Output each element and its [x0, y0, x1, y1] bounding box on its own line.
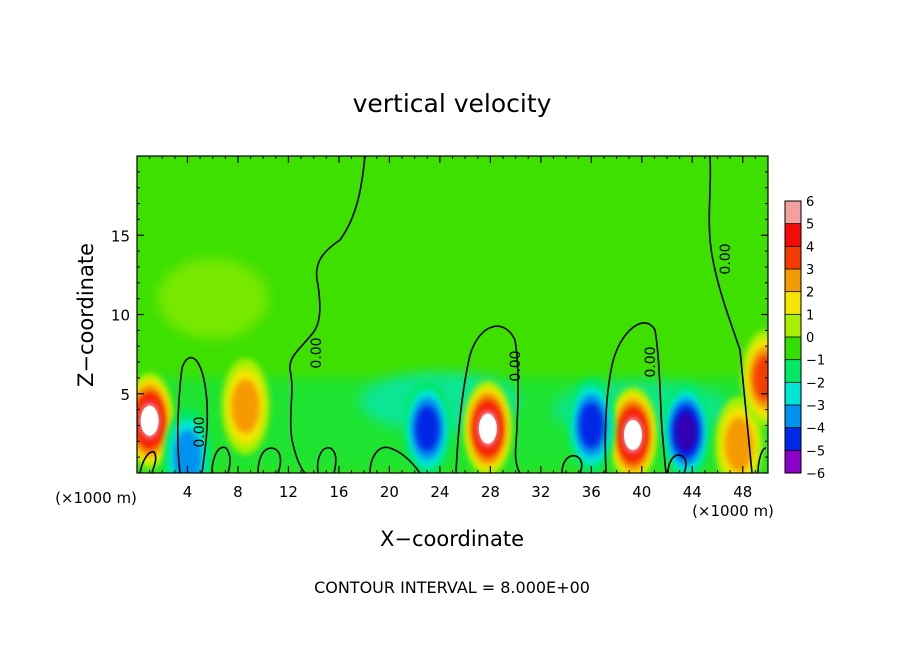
colorbar-label: −6 [806, 467, 825, 482]
colorbar-swatch [785, 314, 801, 337]
colorbar-label: 6 [806, 195, 814, 210]
colorbar-swatch [785, 405, 801, 428]
updraft-cell [741, 329, 768, 426]
colorbar-label: 4 [806, 240, 814, 255]
updraft-cell [221, 358, 270, 455]
x-unit-label-left: (×1000 m) [55, 489, 137, 507]
updraft-cell [463, 380, 512, 473]
updraft-cell [608, 386, 657, 473]
zero-contour-line [667, 454, 687, 473]
y-tick-label: 15 [111, 227, 130, 245]
colorbar-swatch [785, 201, 801, 224]
x-tick-label: 24 [430, 483, 449, 501]
colorbar-swatch [785, 427, 801, 451]
colorbar-label: −3 [806, 399, 825, 414]
colorbar-swatch [785, 223, 801, 247]
x-tick-label: 40 [632, 483, 651, 501]
colorbar-swatch [785, 291, 801, 315]
x-tick-label: 32 [531, 483, 550, 501]
downdraft-cell [567, 377, 616, 473]
colorbar-label: 0 [806, 331, 814, 346]
downdraft-cell [661, 383, 710, 473]
plot-area: 0.00 0.00 0.00 0.00 0.00 [136, 155, 769, 474]
downdraft-cell [403, 380, 452, 473]
y-axis: 5 10 15 [111, 171, 768, 458]
zero-contour-line [369, 446, 421, 473]
x-unit-label-right: (×1000 m) [692, 502, 774, 520]
updraft-level [724, 417, 753, 472]
contour-label: 0.00 [192, 416, 208, 447]
colorbar-swatch [785, 246, 801, 269]
colorbar-legend: 6 5 4 3 2 1 0 −1 −2 −3 −4 −5 −6 [784, 195, 825, 482]
colorbar-swatch [785, 359, 801, 383]
contour-label: 0.00 [718, 243, 734, 274]
colorbar-swatch [785, 450, 801, 473]
x-tick-label: 44 [683, 483, 702, 501]
zero-contour-line [757, 447, 767, 473]
y-tick-label: 5 [120, 386, 130, 404]
x-tick-label: 4 [183, 483, 193, 501]
x-tick-label: 16 [329, 483, 348, 501]
colorbar-swatch [785, 269, 801, 292]
colorbar-label: −1 [806, 354, 825, 369]
zero-contour-line [257, 447, 282, 473]
downdraft-level [675, 411, 697, 452]
downdraft-level [173, 430, 202, 473]
colorbar-label: −4 [806, 422, 825, 437]
contour-label: 0.00 [508, 350, 524, 381]
x-tick-label: 20 [380, 483, 399, 501]
contour-label: 0.00 [643, 346, 659, 377]
colorbar-swatch [785, 382, 801, 405]
colorbar-label: −2 [806, 376, 825, 391]
zero-contour-line [455, 325, 521, 473]
x-tick-label: 36 [582, 483, 601, 501]
colorbar-label: 1 [806, 308, 814, 323]
downdraft-level [415, 405, 440, 452]
zero-contour-line [316, 447, 337, 473]
updraft-core [623, 419, 642, 450]
colorbar-swatch [785, 337, 801, 360]
updraft-level [753, 355, 768, 401]
updraft-level [231, 379, 260, 434]
zero-contour-line [177, 356, 209, 473]
zero-contours [139, 156, 767, 473]
updraft-core [478, 413, 497, 444]
zero-contour-line [708, 156, 753, 473]
x-axis-label: X−coordinate [380, 527, 524, 551]
y-tick-label: 10 [111, 307, 130, 325]
zero-contour-line [289, 156, 366, 473]
contour-label: 0.00 [309, 337, 325, 368]
downdraft-level [579, 402, 604, 449]
colorbar-label: 2 [806, 286, 814, 301]
x-tick-label: 28 [481, 483, 500, 501]
y-axis-label: Z−coordinate [74, 243, 98, 387]
contour-interval-text: CONTOUR INTERVAL = 8.000E+00 [314, 578, 590, 597]
chart-title: vertical velocity [353, 89, 552, 118]
field-band [157, 258, 268, 339]
colorbar-label: −5 [806, 444, 825, 459]
x-tick-label: 12 [279, 483, 298, 501]
x-tick-label: 48 [733, 483, 752, 501]
velocity-field [137, 258, 768, 473]
zero-contour-line [604, 322, 667, 473]
zero-contour-line [561, 454, 583, 473]
zero-contour-line [211, 446, 231, 473]
contour-labels: 0.00 0.00 0.00 0.00 0.00 [192, 243, 734, 447]
x-tick-label: 8 [233, 483, 243, 501]
x-axis: 4 8 12 16 20 24 28 32 36 40 44 48 [149, 156, 756, 501]
updraft-core [140, 405, 159, 436]
colorbar-label: 3 [806, 263, 814, 278]
zero-contour-line [139, 451, 157, 473]
colorbar-label: 5 [806, 218, 814, 233]
